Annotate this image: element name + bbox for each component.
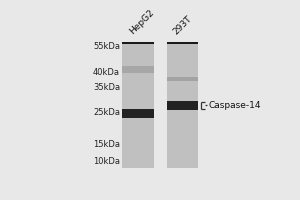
Text: HepG2: HepG2 (128, 8, 156, 36)
Bar (167, 77, 198, 81)
Bar (122, 42, 154, 44)
Text: 10kDa: 10kDa (93, 157, 120, 166)
Text: 293T: 293T (172, 14, 194, 36)
Bar (167, 42, 198, 168)
Text: Caspase-14: Caspase-14 (208, 101, 261, 110)
Text: 25kDa: 25kDa (93, 108, 120, 117)
Text: 15kDa: 15kDa (93, 140, 120, 149)
Bar (122, 66, 154, 73)
Bar (122, 109, 154, 118)
Bar (167, 42, 198, 44)
Text: 55kDa: 55kDa (93, 42, 120, 51)
Text: 35kDa: 35kDa (93, 83, 120, 92)
Bar (167, 101, 198, 110)
Bar (122, 42, 154, 168)
Text: 40kDa: 40kDa (93, 68, 120, 77)
